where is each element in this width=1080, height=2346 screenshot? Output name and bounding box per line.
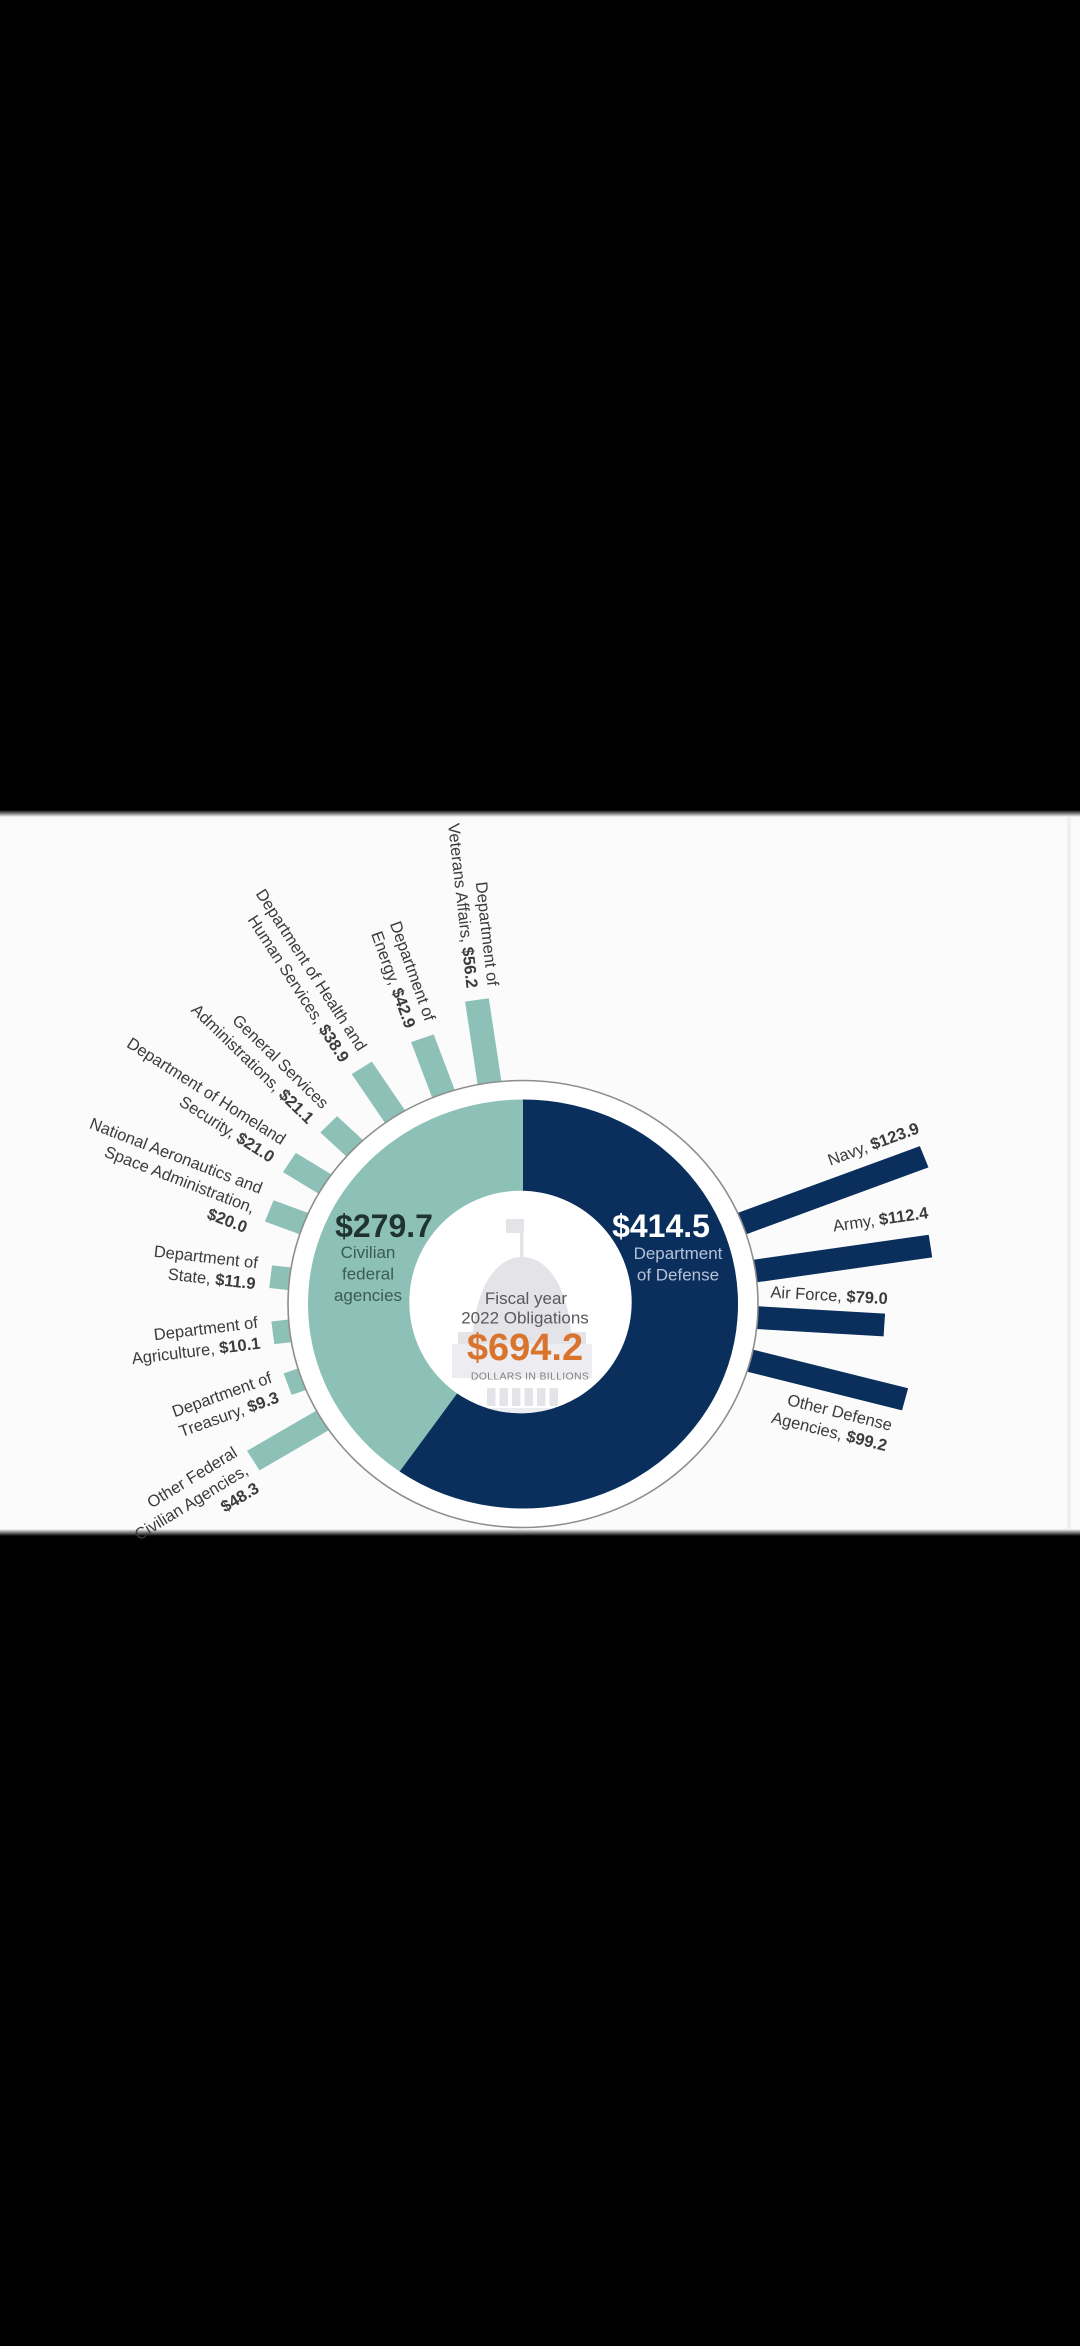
svg-text:federal: federal [342, 1265, 394, 1284]
svg-text:Department: Department [634, 1244, 723, 1263]
svg-text:$414.5: $414.5 [612, 1208, 710, 1244]
svg-text:2022 Obligations: 2022 Obligations [461, 1309, 589, 1328]
svg-text:Civilian: Civilian [341, 1243, 396, 1262]
svg-text:of Defense: of Defense [637, 1266, 719, 1285]
svg-text:$279.7: $279.7 [335, 1208, 433, 1244]
svg-text:$694.2: $694.2 [467, 1327, 583, 1369]
svg-text:agencies: agencies [334, 1286, 402, 1305]
svg-text:Fiscal year: Fiscal year [485, 1289, 568, 1308]
svg-text:DOLLARS IN BILLIONS: DOLLARS IN BILLIONS [471, 1371, 589, 1383]
